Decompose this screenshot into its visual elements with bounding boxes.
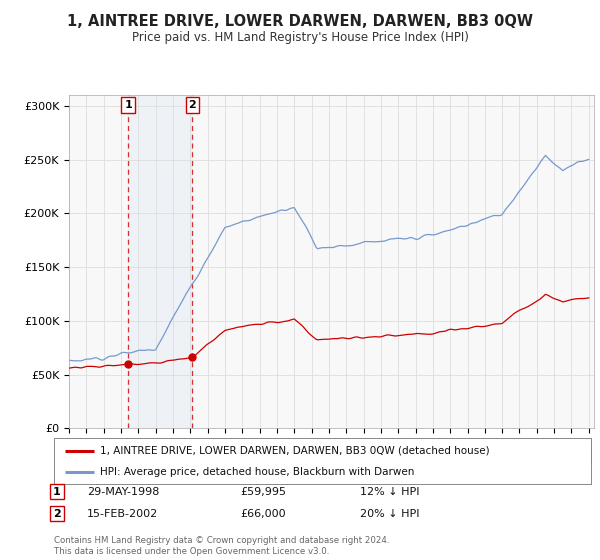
Text: 12% ↓ HPI: 12% ↓ HPI xyxy=(360,487,419,497)
Text: 1: 1 xyxy=(124,100,132,110)
Text: 2: 2 xyxy=(188,100,196,110)
Text: £59,995: £59,995 xyxy=(240,487,286,497)
Text: £66,000: £66,000 xyxy=(240,508,286,519)
Text: 1, AINTREE DRIVE, LOWER DARWEN, DARWEN, BB3 0QW: 1, AINTREE DRIVE, LOWER DARWEN, DARWEN, … xyxy=(67,14,533,29)
Text: 20% ↓ HPI: 20% ↓ HPI xyxy=(360,508,419,519)
Bar xyxy=(128,95,193,428)
Text: Contains HM Land Registry data © Crown copyright and database right 2024.
This d: Contains HM Land Registry data © Crown c… xyxy=(54,536,389,556)
Text: 29-MAY-1998: 29-MAY-1998 xyxy=(87,487,160,497)
Text: 1, AINTREE DRIVE, LOWER DARWEN, DARWEN, BB3 0QW (detached house): 1, AINTREE DRIVE, LOWER DARWEN, DARWEN, … xyxy=(100,446,489,456)
Text: HPI: Average price, detached house, Blackburn with Darwen: HPI: Average price, detached house, Blac… xyxy=(100,467,414,477)
Text: 1: 1 xyxy=(53,487,61,497)
Text: 15-FEB-2002: 15-FEB-2002 xyxy=(87,508,158,519)
Text: 2: 2 xyxy=(53,508,61,519)
Text: Price paid vs. HM Land Registry's House Price Index (HPI): Price paid vs. HM Land Registry's House … xyxy=(131,31,469,44)
